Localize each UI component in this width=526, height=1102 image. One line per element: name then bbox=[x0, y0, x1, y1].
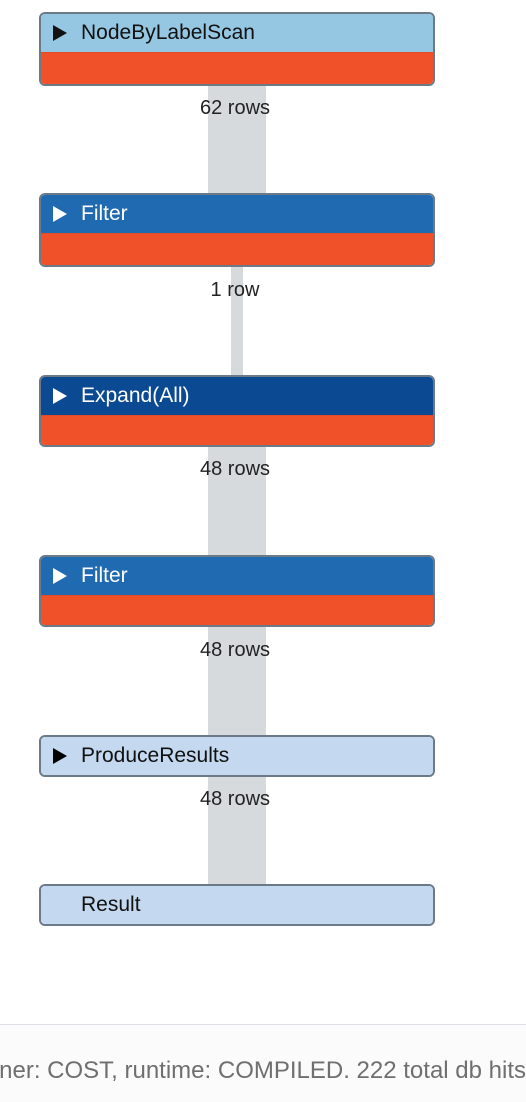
operator-filter-2[interactable]: Filter bbox=[39, 555, 435, 627]
edge-connector-2 bbox=[231, 266, 243, 378]
operator-label: Result bbox=[81, 893, 141, 916]
operator-expand-all[interactable]: Expand(All) bbox=[39, 375, 435, 447]
db-hits-bar bbox=[41, 595, 433, 625]
db-hits-bar bbox=[41, 233, 433, 265]
expand-triangle-icon[interactable] bbox=[53, 388, 67, 404]
edge-connector-3 bbox=[208, 446, 266, 558]
edge-rows-label: 48 rows bbox=[199, 458, 271, 480]
status-text-container: Cypher version: CYPHER 3.5, planner: COS… bbox=[0, 1057, 526, 1085]
status-footer: Cypher version: CYPHER 3.5, planner: COS… bbox=[0, 1024, 526, 1102]
operator-label: Filter bbox=[81, 564, 128, 587]
db-hits-bar bbox=[41, 52, 433, 84]
operator-node-by-label-scan[interactable]: NodeByLabelScan bbox=[39, 12, 435, 86]
expand-triangle-icon[interactable] bbox=[53, 568, 67, 584]
operator-label: Expand(All) bbox=[81, 384, 190, 407]
edge-connector-1 bbox=[208, 84, 266, 196]
operator-label: NodeByLabelScan bbox=[81, 21, 255, 44]
operator-header[interactable]: Filter bbox=[41, 195, 433, 233]
expand-triangle-icon[interactable] bbox=[53, 206, 67, 222]
operator-header[interactable]: NodeByLabelScan bbox=[41, 14, 433, 52]
operator-label: Filter bbox=[81, 202, 128, 225]
edge-rows-label: 48 rows bbox=[199, 788, 271, 810]
expand-triangle-icon[interactable] bbox=[53, 748, 67, 764]
db-hits-bar bbox=[41, 415, 433, 445]
operator-result: Result bbox=[39, 884, 435, 926]
operator-header[interactable]: ProduceResults bbox=[41, 737, 433, 775]
operator-produce-results[interactable]: ProduceResults bbox=[39, 735, 435, 777]
edge-connector-5 bbox=[208, 776, 266, 886]
operator-header[interactable]: Filter bbox=[41, 557, 433, 595]
expand-triangle-icon[interactable] bbox=[53, 25, 67, 41]
operator-header[interactable]: Expand(All) bbox=[41, 377, 433, 415]
operator-label: ProduceResults bbox=[81, 744, 230, 767]
edge-rows-label: 48 rows bbox=[199, 639, 271, 661]
edge-rows-label: 62 rows bbox=[199, 97, 271, 119]
status-text: Cypher version: CYPHER 3.5, planner: COS… bbox=[0, 1057, 526, 1084]
operator-filter-1[interactable]: Filter bbox=[39, 193, 435, 267]
edge-connector-4 bbox=[208, 626, 266, 738]
operator-header: Result bbox=[41, 886, 433, 924]
edge-rows-label: 1 row bbox=[210, 279, 260, 301]
